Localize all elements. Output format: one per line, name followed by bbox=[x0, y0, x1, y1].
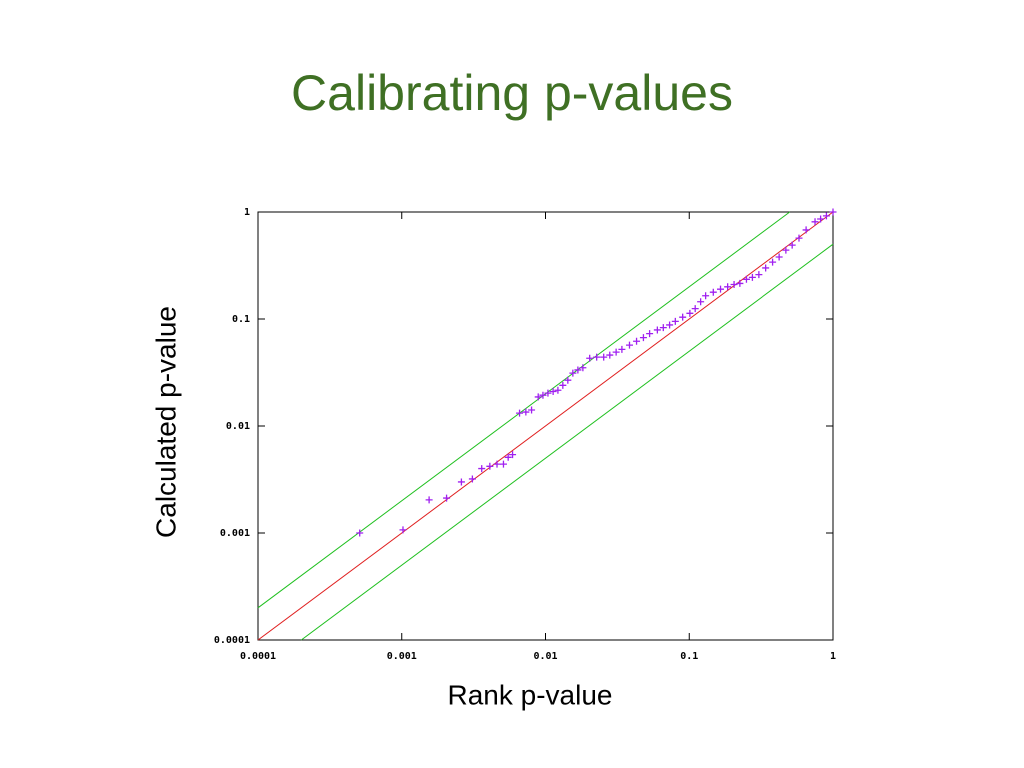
data-point bbox=[528, 406, 536, 414]
x-tick-label: 0.001 bbox=[387, 651, 417, 662]
data-point bbox=[586, 354, 594, 362]
data-point bbox=[697, 298, 705, 306]
data-point bbox=[425, 496, 433, 504]
y-tick-label: 0.0001 bbox=[214, 635, 250, 646]
data-point bbox=[755, 271, 763, 279]
data-point bbox=[702, 292, 710, 300]
y-tick-label: 0.1 bbox=[232, 314, 250, 325]
data-point bbox=[817, 215, 825, 223]
data-point bbox=[811, 218, 819, 226]
y-axis-label: Calculated p-value bbox=[150, 306, 181, 538]
data-point bbox=[574, 366, 582, 374]
x-tick-label: 0.01 bbox=[533, 651, 557, 662]
data-point bbox=[782, 246, 790, 254]
data-point bbox=[742, 275, 750, 283]
data-point bbox=[633, 337, 641, 345]
data-point bbox=[544, 389, 552, 397]
x-tick-label: 1 bbox=[830, 651, 836, 662]
data-point bbox=[686, 309, 694, 317]
data-point bbox=[600, 353, 608, 361]
data-point bbox=[549, 388, 557, 396]
data-point bbox=[822, 212, 830, 220]
data-point bbox=[748, 273, 756, 281]
data-point bbox=[504, 453, 512, 461]
data-point bbox=[569, 369, 577, 377]
data-point bbox=[775, 253, 783, 261]
data-point bbox=[795, 234, 803, 242]
data-point bbox=[539, 391, 547, 399]
data-point bbox=[618, 345, 626, 353]
data-point bbox=[666, 321, 674, 329]
data-point bbox=[709, 288, 717, 296]
data-point bbox=[769, 258, 777, 266]
data-point bbox=[659, 324, 667, 332]
data-point bbox=[499, 460, 507, 468]
data-point bbox=[522, 408, 530, 416]
x-axis-label: Rank p-value bbox=[448, 679, 613, 710]
data-point bbox=[593, 353, 601, 361]
reference-line bbox=[257, 211, 791, 609]
slide-title: Calibrating p-values bbox=[291, 65, 733, 121]
data-point bbox=[468, 475, 476, 483]
data-point bbox=[653, 326, 661, 334]
data-point bbox=[788, 241, 796, 249]
data-point bbox=[579, 364, 587, 372]
data-point bbox=[646, 330, 654, 338]
data-point bbox=[625, 341, 633, 349]
data-point bbox=[829, 208, 837, 216]
data-point bbox=[399, 526, 407, 534]
data-point bbox=[478, 465, 486, 473]
data-point bbox=[534, 393, 542, 401]
y-tick-label: 0.001 bbox=[220, 528, 250, 539]
data-point bbox=[509, 451, 517, 459]
data-point bbox=[356, 529, 364, 537]
y-tick-label: 1 bbox=[244, 207, 250, 218]
data-point bbox=[612, 348, 620, 356]
reference-line bbox=[300, 243, 834, 641]
data-point bbox=[802, 226, 810, 234]
data-point bbox=[457, 478, 465, 486]
data-point bbox=[730, 281, 738, 289]
data-point bbox=[671, 317, 679, 325]
data-point bbox=[736, 279, 744, 287]
data-point bbox=[762, 264, 770, 272]
data-point bbox=[717, 285, 725, 293]
data-point bbox=[606, 351, 614, 359]
data-point bbox=[564, 376, 572, 384]
data-point bbox=[559, 381, 567, 389]
data-point bbox=[493, 460, 501, 468]
y-tick-label: 0.01 bbox=[226, 421, 250, 432]
data-point bbox=[554, 386, 562, 394]
data-point bbox=[639, 334, 647, 342]
data-point bbox=[486, 462, 494, 470]
data-point bbox=[691, 305, 699, 313]
data-point bbox=[443, 494, 451, 502]
x-tick-label: 0.1 bbox=[680, 651, 698, 662]
data-point bbox=[724, 283, 732, 291]
data-point bbox=[679, 313, 687, 321]
data-point bbox=[516, 409, 524, 417]
x-tick-label: 0.0001 bbox=[240, 651, 276, 662]
